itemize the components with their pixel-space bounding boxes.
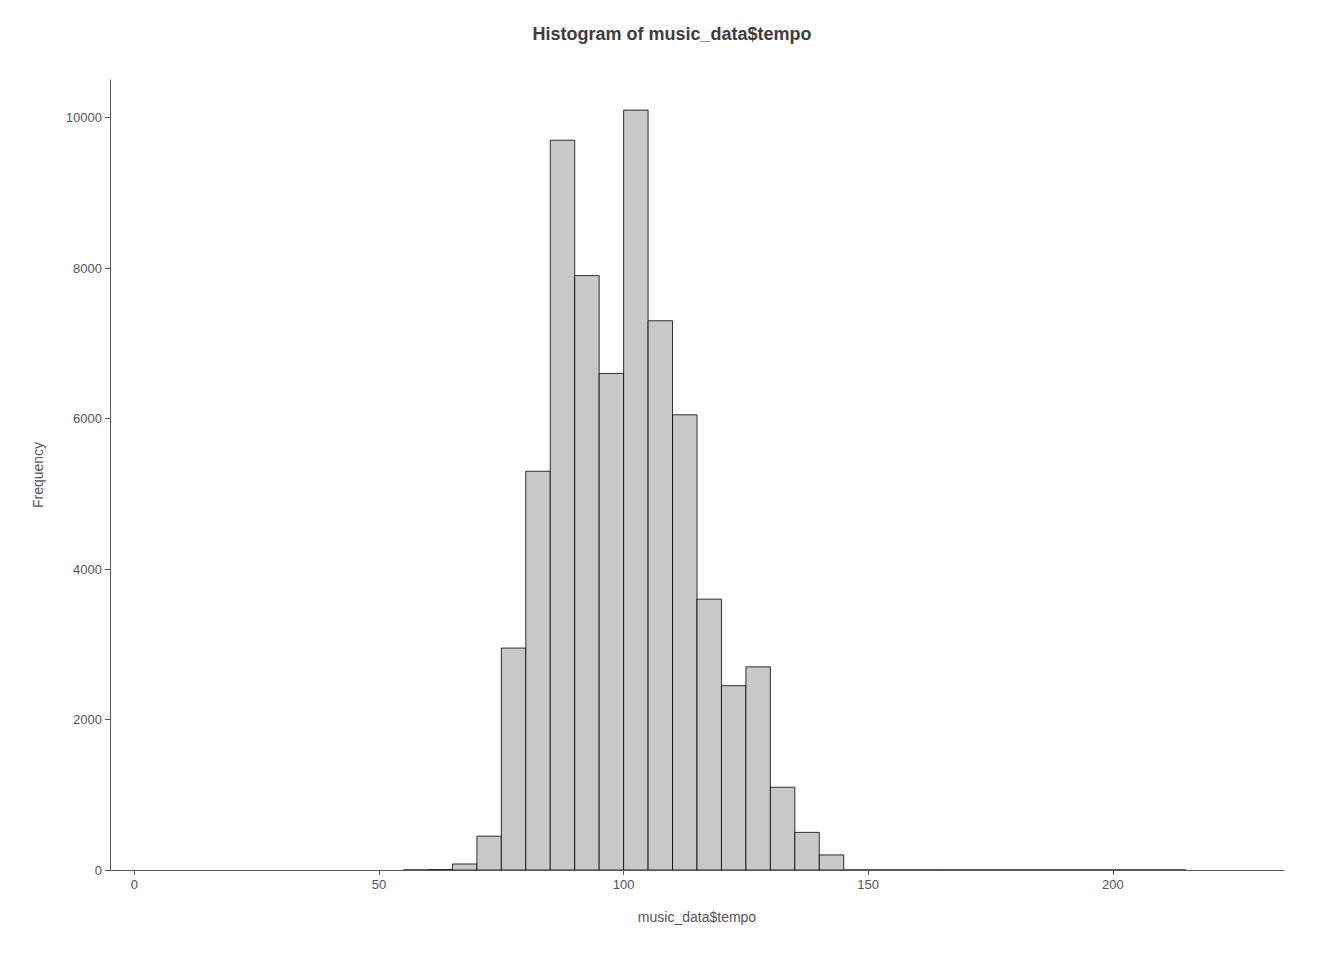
- svg-text:0: 0: [95, 863, 102, 878]
- svg-text:4000: 4000: [73, 562, 102, 577]
- svg-text:0: 0: [131, 877, 138, 892]
- svg-text:Histogram of music_data$tempo: Histogram of music_data$tempo: [532, 24, 811, 44]
- svg-text:6000: 6000: [73, 411, 102, 426]
- svg-text:8000: 8000: [73, 261, 102, 276]
- svg-text:Frequency: Frequency: [30, 442, 46, 508]
- svg-text:50: 50: [372, 877, 386, 892]
- svg-text:200: 200: [1102, 877, 1124, 892]
- svg-text:100: 100: [613, 877, 635, 892]
- svg-text:150: 150: [857, 877, 879, 892]
- svg-text:music_data$tempo: music_data$tempo: [638, 909, 757, 925]
- svg-text:2000: 2000: [73, 712, 102, 727]
- svg-text:10000: 10000: [66, 110, 102, 125]
